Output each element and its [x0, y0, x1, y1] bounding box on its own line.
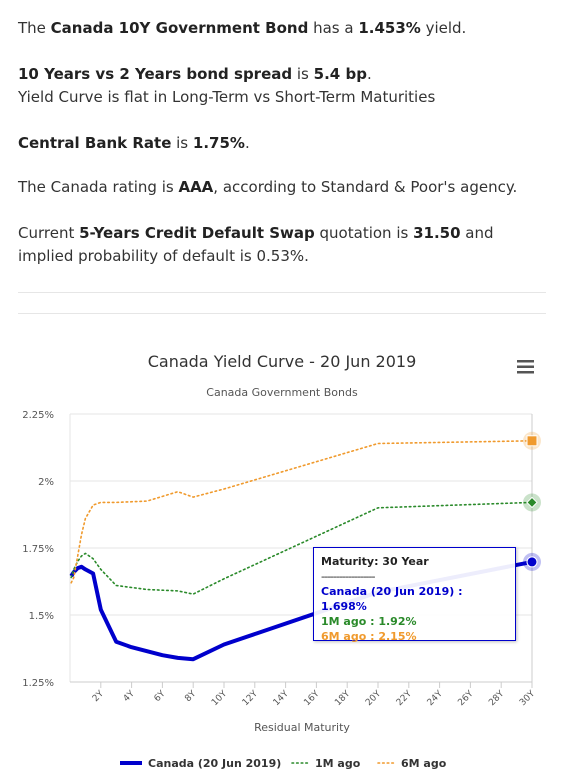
chart-tooltip: Maturity: 30 Year ------------------ Can… — [313, 547, 516, 643]
cds-label: 5-Years Credit Default Swap — [79, 224, 315, 242]
tooltip-6m: 6M ago : 2.15% — [321, 630, 417, 643]
series-markers — [523, 431, 541, 571]
y-tick-label: 2% — [38, 477, 54, 488]
cds-value: 31.50 — [413, 224, 461, 242]
spread-label: 10 Years vs 2 Years bond spread — [18, 65, 293, 83]
series-line-1 — [70, 501, 533, 595]
rating-text: The Canada rating is — [18, 178, 179, 196]
series-end-marker — [526, 496, 538, 509]
central-bank-text: is — [171, 134, 193, 152]
yield-summary: The Canada 10Y Government Bond has a 1.4… — [18, 17, 466, 40]
chart-title: Canada Yield Curve - 20 Jun 2019 — [148, 352, 417, 371]
yield-text: yield. — [420, 19, 467, 37]
y-tick-label: 1.75% — [22, 544, 54, 555]
spread-value: 5.4 bp — [313, 65, 367, 83]
spread-summary: 10 Years vs 2 Years bond spread is 5.4 b… — [18, 63, 435, 109]
chart-subtitle: Canada Government Bonds — [206, 386, 358, 399]
tooltip-canada: Canada (20 Jun 2019) : 1.698% — [321, 585, 463, 613]
bond-name: Canada 10Y Government Bond — [50, 19, 309, 37]
cds-summary: Current 5-Years Credit Default Swap quot… — [18, 222, 494, 268]
default-probability-text: implied probability of default is 0.53%. — [18, 247, 309, 265]
yield-text: has a — [308, 19, 359, 37]
series-line-2 — [70, 440, 533, 584]
spread-text: is — [292, 65, 314, 83]
divider — [18, 313, 546, 314]
legend-item-label: Canada (20 Jun 2019) — [148, 757, 281, 770]
hamburger-menu-icon[interactable] — [510, 352, 540, 382]
x-axis-title: Residual Maturity — [254, 721, 350, 734]
tooltip-header: Maturity: 30 Year — [321, 555, 429, 568]
central-bank-label: Central Bank Rate — [18, 134, 172, 152]
legend-item-label: 6M ago — [401, 757, 447, 770]
tooltip-1m: 1M ago : 1.92% — [321, 615, 417, 628]
yield-text: The — [18, 19, 51, 37]
rating-text: , according to Standard & Poor's agency. — [213, 178, 518, 196]
legend-item-label: 1M ago — [315, 757, 361, 770]
y-tick-label: 2.25% — [22, 410, 54, 421]
cds-text: quotation is — [314, 224, 414, 242]
tooltip-separator: ------------------ — [321, 570, 375, 583]
chart-legend[interactable]: Canada (20 Jun 2019) 1M ago 6M ago — [120, 757, 447, 770]
series-line-0 — [69, 559, 533, 662]
central-bank-text: . — [244, 134, 250, 152]
curve-shape-text: Yield Curve is flat in Long-Term vs Shor… — [18, 88, 436, 106]
cds-text: Current — [18, 224, 80, 242]
series-end-marker — [526, 435, 538, 447]
divider — [18, 292, 546, 293]
yield-value: 1.453% — [358, 19, 421, 37]
y-axis: 1.25% 1.5% 1.75% 2% 2.25% — [22, 410, 54, 689]
y-tick-label: 1.5% — [29, 611, 54, 622]
series-end-marker — [526, 556, 538, 568]
cds-text: and — [460, 224, 494, 242]
spread-text: . — [366, 65, 372, 83]
rating-value: AAA — [178, 178, 214, 196]
central-bank-summary: Central Bank Rate is 1.75%. — [18, 132, 250, 155]
y-tick-label: 1.25% — [22, 678, 54, 689]
rating-summary: The Canada rating is AAA, according to S… — [18, 176, 517, 199]
central-bank-rate: 1.75% — [192, 134, 245, 152]
series-lines — [69, 440, 533, 662]
